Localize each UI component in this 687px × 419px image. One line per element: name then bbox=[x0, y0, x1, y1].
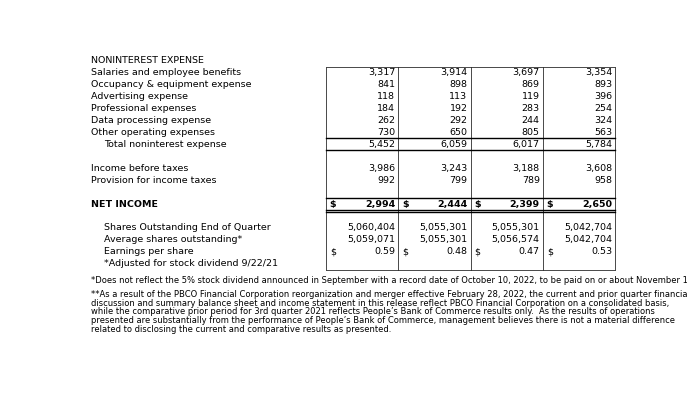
Text: Earnings per share: Earnings per share bbox=[104, 247, 194, 256]
Text: 3,317: 3,317 bbox=[368, 68, 395, 77]
Text: 805: 805 bbox=[521, 128, 540, 137]
Text: 3,243: 3,243 bbox=[440, 164, 467, 173]
Text: 3,914: 3,914 bbox=[440, 68, 467, 77]
Text: 958: 958 bbox=[594, 176, 612, 185]
Text: 789: 789 bbox=[521, 176, 540, 185]
Text: $: $ bbox=[547, 199, 553, 209]
Text: Income before taxes: Income before taxes bbox=[91, 164, 188, 173]
Text: $: $ bbox=[330, 199, 337, 209]
Text: 650: 650 bbox=[449, 128, 467, 137]
Text: 893: 893 bbox=[594, 80, 612, 89]
Text: 563: 563 bbox=[594, 128, 612, 137]
Text: 6,059: 6,059 bbox=[440, 140, 467, 149]
Text: 3,697: 3,697 bbox=[513, 68, 540, 77]
Text: 118: 118 bbox=[377, 92, 395, 101]
Text: 5,055,301: 5,055,301 bbox=[492, 223, 540, 233]
Text: 254: 254 bbox=[594, 104, 612, 113]
Text: 3,188: 3,188 bbox=[513, 164, 540, 173]
Text: 3,986: 3,986 bbox=[368, 164, 395, 173]
Text: 5,784: 5,784 bbox=[585, 140, 612, 149]
Text: 2,399: 2,399 bbox=[510, 199, 540, 209]
Text: presented are substantially from the performance of People’s Bank of Commerce, m: presented are substantially from the per… bbox=[91, 316, 675, 325]
Text: Data processing expense: Data processing expense bbox=[91, 116, 211, 125]
Text: 869: 869 bbox=[521, 80, 540, 89]
Text: $: $ bbox=[330, 247, 336, 256]
Text: related to disclosing the current and comparative results as presented.: related to disclosing the current and co… bbox=[91, 325, 391, 334]
Text: Other operating expenses: Other operating expenses bbox=[91, 128, 214, 137]
Text: NET INCOME: NET INCOME bbox=[91, 199, 157, 209]
Text: Advertising expense: Advertising expense bbox=[91, 92, 188, 101]
Text: Provision for income taxes: Provision for income taxes bbox=[91, 176, 216, 185]
Text: 5,059,071: 5,059,071 bbox=[347, 235, 395, 244]
Text: Shares Outstanding End of Quarter: Shares Outstanding End of Quarter bbox=[104, 223, 271, 233]
Text: 244: 244 bbox=[521, 116, 540, 125]
Text: 3,354: 3,354 bbox=[585, 68, 612, 77]
Text: 119: 119 bbox=[521, 92, 540, 101]
Text: $: $ bbox=[547, 247, 553, 256]
Text: Average shares outstanding*: Average shares outstanding* bbox=[104, 235, 243, 244]
Text: 799: 799 bbox=[449, 176, 467, 185]
Text: 324: 324 bbox=[594, 116, 612, 125]
Text: 2,444: 2,444 bbox=[437, 199, 467, 209]
Text: **As a result of the PBCO Financial Corporation reorganization and merger effect: **As a result of the PBCO Financial Corp… bbox=[91, 290, 687, 299]
Text: Professional expenses: Professional expenses bbox=[91, 104, 196, 113]
Text: 113: 113 bbox=[449, 92, 467, 101]
Text: 192: 192 bbox=[449, 104, 467, 113]
Text: while the comparative prior period for 3rd quarter 2021 reflects People’s Bank o: while the comparative prior period for 3… bbox=[91, 308, 655, 316]
Text: $: $ bbox=[475, 247, 480, 256]
Text: Salaries and employee benefits: Salaries and employee benefits bbox=[91, 68, 240, 77]
Text: 396: 396 bbox=[594, 92, 612, 101]
Text: $: $ bbox=[402, 199, 409, 209]
Text: 292: 292 bbox=[449, 116, 467, 125]
Text: 262: 262 bbox=[377, 116, 395, 125]
Text: *Does not reflect the 5% stock dividend announced in September with a record dat: *Does not reflect the 5% stock dividend … bbox=[91, 276, 687, 285]
Text: 5,060,404: 5,060,404 bbox=[347, 223, 395, 233]
Text: *Adjusted for stock dividend 9/22/21: *Adjusted for stock dividend 9/22/21 bbox=[104, 259, 278, 268]
Text: 5,042,704: 5,042,704 bbox=[564, 235, 612, 244]
Text: 898: 898 bbox=[449, 80, 467, 89]
Text: $: $ bbox=[475, 199, 481, 209]
Text: 0.59: 0.59 bbox=[374, 247, 395, 256]
Text: 5,055,301: 5,055,301 bbox=[419, 223, 467, 233]
Text: 5,056,574: 5,056,574 bbox=[492, 235, 540, 244]
Text: 0.48: 0.48 bbox=[447, 247, 467, 256]
Text: 0.47: 0.47 bbox=[519, 247, 540, 256]
Text: 2,650: 2,650 bbox=[582, 199, 612, 209]
Text: 5,055,301: 5,055,301 bbox=[419, 235, 467, 244]
Text: Total noninterest expense: Total noninterest expense bbox=[104, 140, 227, 149]
Text: discussion and summary balance sheet and income statement in this release reflec: discussion and summary balance sheet and… bbox=[91, 299, 668, 308]
Text: 0.53: 0.53 bbox=[591, 247, 612, 256]
Text: 5,042,704: 5,042,704 bbox=[564, 223, 612, 233]
Text: 2,994: 2,994 bbox=[365, 199, 395, 209]
Text: 5,452: 5,452 bbox=[368, 140, 395, 149]
Text: 283: 283 bbox=[521, 104, 540, 113]
Text: 6,017: 6,017 bbox=[513, 140, 540, 149]
Text: 841: 841 bbox=[377, 80, 395, 89]
Text: 184: 184 bbox=[377, 104, 395, 113]
Text: 3,608: 3,608 bbox=[585, 164, 612, 173]
Text: 992: 992 bbox=[377, 176, 395, 185]
Text: NONINTEREST EXPENSE: NONINTEREST EXPENSE bbox=[91, 56, 203, 65]
Text: 730: 730 bbox=[377, 128, 395, 137]
Text: Occupancy & equipment expense: Occupancy & equipment expense bbox=[91, 80, 251, 89]
Text: $: $ bbox=[402, 247, 408, 256]
